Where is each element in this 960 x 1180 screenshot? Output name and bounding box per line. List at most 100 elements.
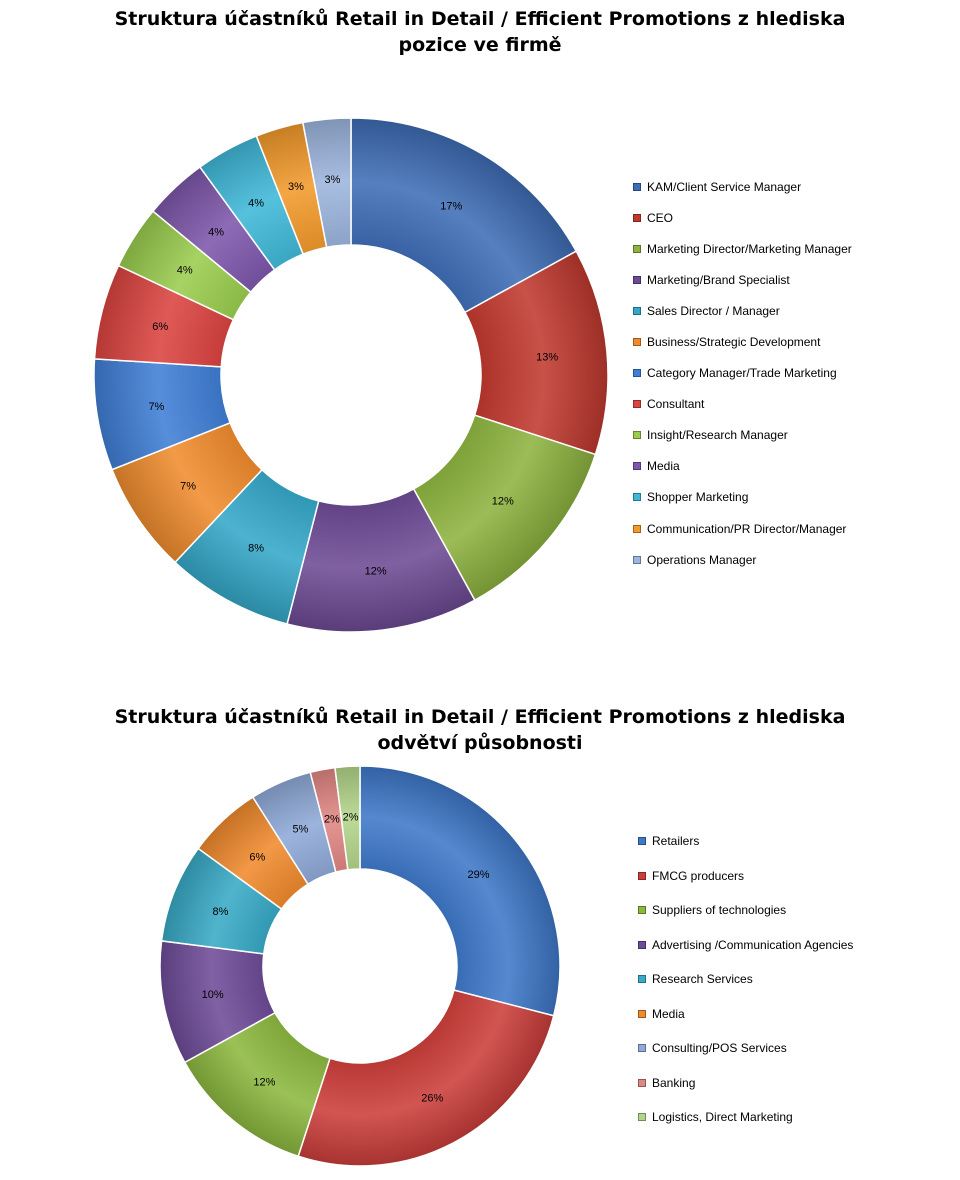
data-label-8: 2% xyxy=(324,814,340,826)
legend-item: KAM/Client Service Manager xyxy=(633,171,852,202)
legend-item: Media xyxy=(633,451,852,482)
legend-swatch xyxy=(633,213,641,222)
legend-item: Sales Director / Manager xyxy=(633,295,852,326)
data-label-6: 6% xyxy=(249,852,265,864)
legend-item: Media xyxy=(638,997,853,1032)
legend-swatch xyxy=(638,940,646,949)
legend-item: Advertising /Communication Agencies xyxy=(638,928,853,963)
legend-swatch xyxy=(633,462,641,471)
legend-item: Consultant xyxy=(633,389,852,420)
legend-item: Communication/PR Director/Manager xyxy=(633,513,852,544)
legend-label: Advertising /Communication Agencies xyxy=(652,937,854,952)
legend-label: Logistics, Direct Marketing xyxy=(652,1110,793,1125)
legend-item: Shopper Marketing xyxy=(633,482,852,513)
legend-swatch xyxy=(633,555,641,564)
data-label-13: 3% xyxy=(325,174,341,186)
data-label-11: 4% xyxy=(248,197,264,209)
legend-swatch xyxy=(638,1009,646,1018)
legend-swatch xyxy=(638,871,646,880)
slice-13 xyxy=(301,117,352,249)
legend-item: Retailers xyxy=(638,824,853,859)
data-label-3: 12% xyxy=(492,496,514,508)
legend-swatch xyxy=(638,1113,646,1122)
chart-title-line2: odvětví působnosti xyxy=(377,732,583,754)
legend-label: Suppliers of technologies xyxy=(652,903,787,918)
data-label-2: 26% xyxy=(421,1092,443,1104)
chart-legend: Retailers FMCG producers Suppliers of tech… xyxy=(638,824,853,1135)
chart-title-line1: Struktura účastníků Retail in Detail / E… xyxy=(114,8,846,30)
legend-label: Operations Manager xyxy=(647,552,757,567)
legend-item: Category Manager/Trade Marketing xyxy=(633,358,852,389)
data-label-3: 12% xyxy=(253,1077,275,1089)
donut-chart: 29% 26% 12% 10% 8% 6% 5% 2% 2% xyxy=(159,765,561,1167)
data-label-7: 7% xyxy=(148,401,164,413)
data-label-2: 13% xyxy=(536,352,558,364)
legend-item: FMCG producers xyxy=(638,859,853,894)
data-label-7: 5% xyxy=(292,823,308,835)
legend-label: CEO xyxy=(647,210,674,225)
legend-label: Sales Director / Manager xyxy=(647,303,780,318)
legend-item: Marketing/Brand Specialist xyxy=(633,264,852,295)
chart-title: Struktura účastníků Retail in Detail / E… xyxy=(0,6,960,58)
legend-label: Business/Strategic Development xyxy=(647,335,821,350)
legend-item: Consulting/POS Services xyxy=(638,1031,853,1066)
legend-label: Shopper Marketing xyxy=(647,490,749,505)
legend-swatch xyxy=(633,400,641,409)
slice-9 xyxy=(334,765,361,871)
legend-label: Media xyxy=(647,459,680,474)
data-label-1: 29% xyxy=(467,869,489,881)
legend-item: Banking xyxy=(638,1066,853,1101)
legend-label: Consulting/POS Services xyxy=(652,1041,787,1056)
data-label-12: 3% xyxy=(288,181,304,193)
data-label-6: 7% xyxy=(180,481,196,493)
legend-item: Logistics, Direct Marketing xyxy=(638,1100,853,1135)
legend-label: FMCG producers xyxy=(652,868,745,883)
donut-chart: 17% 13% 12% 12% 8% 7% 7% 6% 4% 4% 4% 3% 3% xyxy=(93,117,609,633)
data-label-9: 2% xyxy=(343,811,359,823)
sector-chart: Struktura účastníků Retail in Detail / E… xyxy=(0,700,960,1180)
legend-label: KAM/Client Service Manager xyxy=(647,179,802,194)
legend-swatch xyxy=(633,431,641,440)
slice-2 xyxy=(297,989,555,1167)
legend-label: Marketing Director/Marketing Manager xyxy=(647,241,852,256)
legend-label: Banking xyxy=(652,1075,696,1090)
legend-swatch xyxy=(638,975,646,984)
legend-swatch xyxy=(633,244,641,253)
chart-legend: KAM/Client Service Manager CEO Marketing D… xyxy=(633,171,852,575)
legend-item: Insight/Research Manager xyxy=(633,420,852,451)
data-label-5: 8% xyxy=(213,906,229,918)
legend-item: Marketing Director/Marketing Manager xyxy=(633,233,852,264)
data-label-4: 10% xyxy=(202,989,224,1001)
data-label-5: 8% xyxy=(248,543,264,555)
legend-item: Business/Strategic Development xyxy=(633,326,852,357)
legend-swatch xyxy=(633,524,641,533)
legend-label: Category Manager/Trade Marketing xyxy=(647,366,837,381)
data-label-8: 6% xyxy=(152,321,168,333)
legend-label: Consultant xyxy=(647,397,705,412)
legend-item: Operations Manager xyxy=(633,544,852,575)
legend-label: Marketing/Brand Specialist xyxy=(647,272,790,287)
legend-label: Communication/PR Director/Manager xyxy=(647,521,847,536)
legend-swatch xyxy=(638,1044,646,1053)
data-label-4: 12% xyxy=(365,565,387,577)
legend-item: CEO xyxy=(633,202,852,233)
slice-1 xyxy=(350,117,578,314)
legend-swatch xyxy=(638,1078,646,1087)
legend-swatch xyxy=(633,275,641,284)
chart-title-line1: Struktura účastníků Retail in Detail / E… xyxy=(114,706,846,728)
data-label-9: 4% xyxy=(177,264,193,276)
slice-1 xyxy=(359,765,561,1017)
data-label-10: 4% xyxy=(208,226,224,238)
legend-swatch xyxy=(633,493,641,502)
legend-swatch xyxy=(633,182,641,191)
chart-title: Struktura účastníků Retail in Detail / E… xyxy=(0,704,960,756)
legend-label: Research Services xyxy=(652,972,753,987)
legend-item: Suppliers of technologies xyxy=(638,893,853,928)
position-chart: Struktura účastníků Retail in Detail / E… xyxy=(0,6,960,633)
legend-swatch xyxy=(638,906,646,915)
legend-label: Media xyxy=(652,1006,685,1021)
legend-swatch xyxy=(633,369,641,378)
legend-item: Research Services xyxy=(638,962,853,997)
chart-title-line2: pozice ve firmě xyxy=(398,34,562,56)
legend-label: Retailers xyxy=(652,834,700,849)
